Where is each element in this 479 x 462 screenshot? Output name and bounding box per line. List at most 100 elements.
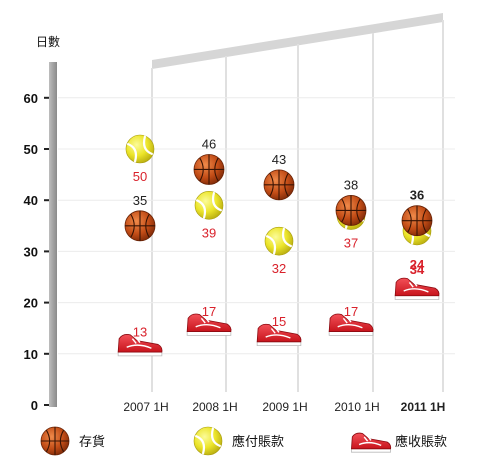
- data-label: 24: [410, 257, 425, 272]
- legend-item: [351, 432, 392, 453]
- y-ticks: 0 10 20 30 40 50 60: [24, 91, 49, 413]
- x-tick-label: 2007 1H: [123, 400, 168, 414]
- basketball-seam: [407, 208, 412, 233]
- basketball-seam: [145, 213, 150, 238]
- sneaker-sole: [186, 331, 232, 336]
- sneaker-laces: [408, 281, 418, 288]
- sneaker-point: [117, 334, 163, 357]
- data-label: 35: [133, 193, 147, 208]
- sneaker-laces: [342, 316, 352, 324]
- basketball-point: [335, 195, 367, 226]
- tennis-ball-point: [125, 134, 155, 164]
- tennis-ball-seam: [142, 135, 153, 155]
- data-label: 36: [410, 188, 424, 203]
- y-axis-bar: [49, 62, 57, 407]
- sneaker-stripe: [195, 323, 221, 329]
- tennis-ball-point: [264, 226, 294, 256]
- sneaker-stripe: [403, 288, 429, 293]
- sneaker-sole: [256, 341, 302, 346]
- sneaker-laces: [200, 316, 210, 324]
- basketball-seam: [199, 157, 204, 182]
- basketball-point: [193, 154, 225, 185]
- tennis-ball-seam: [281, 227, 292, 248]
- basketball-seam: [59, 429, 65, 453]
- sneaker-stripe: [265, 334, 291, 339]
- x-tick-label: 2008 1H: [192, 400, 237, 414]
- sneaker-stripe: [358, 441, 382, 447]
- sneaker-stripe: [126, 344, 152, 349]
- data-label: 17: [202, 304, 216, 319]
- tennis-ball-body: [125, 134, 155, 164]
- legend-label: 存貨: [79, 434, 105, 450]
- sneaker-sole: [351, 448, 391, 453]
- tennis-ball-seam: [127, 143, 138, 163]
- sneaker-laces: [131, 337, 141, 344]
- legend-label: 應收賬款: [395, 434, 447, 450]
- tennis-ball-seam: [195, 435, 206, 455]
- tennis-ball-body: [264, 226, 294, 256]
- basketball-point: [401, 205, 433, 237]
- y-axis: [49, 62, 57, 407]
- x-tick-label: 2011 1H: [401, 400, 446, 414]
- y-tick-label: 40: [24, 193, 38, 208]
- x-tick-label: 2010 1H: [334, 400, 379, 414]
- sneaker-point: [186, 313, 232, 336]
- data-label: 13: [133, 324, 147, 339]
- y-axis-label: 日數: [36, 35, 60, 49]
- sneaker-sole: [394, 295, 440, 300]
- tennis-ball-seam: [210, 427, 221, 447]
- y-tick-label: 60: [24, 91, 38, 106]
- data-label: 34: [410, 262, 425, 277]
- tennis-ball-point: [194, 191, 224, 220]
- x-tick-label: 2009 1H: [262, 400, 307, 414]
- tennis-ball-body: [194, 191, 224, 220]
- data-label: 17: [344, 304, 358, 319]
- basketball-point: [263, 169, 295, 201]
- sneaker-laces: [270, 327, 280, 334]
- basketball-seam: [356, 198, 361, 223]
- y-tick-label: 0: [31, 398, 38, 413]
- data-label: 46: [202, 136, 216, 151]
- y-tick-label: 10: [24, 347, 38, 362]
- sneaker-point: [394, 277, 440, 300]
- data-label: 37: [344, 236, 358, 251]
- sneaker-point: [328, 313, 374, 336]
- sneaker-sole: [117, 351, 163, 357]
- legend-item: [193, 426, 223, 456]
- basketball-seam: [130, 213, 135, 238]
- sneaker-laces: [363, 435, 372, 442]
- legend-item: [40, 426, 70, 456]
- data-label: 32: [272, 261, 286, 276]
- basketball-seam: [284, 172, 289, 197]
- y-tick-label: 50: [24, 142, 38, 157]
- y-tick-label: 20: [24, 296, 38, 311]
- sneaker-upper: [394, 277, 440, 297]
- tennis-ball-seam: [266, 235, 277, 255]
- grid: [58, 13, 455, 392]
- sneaker-sole: [328, 331, 374, 336]
- data-label: 15: [272, 314, 286, 329]
- sneaker-stripe: [337, 323, 363, 329]
- tennis-ball-seam: [196, 199, 207, 219]
- data-marks: 50 39 32 37 34 35 46 43 38 36 13 17 15 17 24: [117, 134, 440, 357]
- tennis-ball-body: [193, 426, 223, 456]
- basketball-seam: [269, 172, 274, 197]
- legend-label: 應付賬款: [232, 434, 284, 450]
- basketball-seam: [422, 208, 427, 233]
- data-label: 38: [344, 177, 358, 192]
- data-label: 50: [133, 169, 147, 184]
- legend: 存貨 應付賬款 應收賬款: [40, 426, 447, 456]
- sneaker-upper: [351, 432, 392, 450]
- data-label: 39: [202, 225, 216, 240]
- top-wall: [152, 13, 443, 69]
- basketball-seam: [341, 198, 346, 223]
- data-label: 43: [272, 152, 286, 167]
- tennis-ball-seam: [211, 191, 222, 212]
- sneaker-point: [256, 323, 302, 346]
- x-ticks: 2007 1H 2008 1H 2009 1H 2010 1H 2011 1H: [123, 400, 445, 414]
- y-tick-label: 30: [24, 244, 38, 259]
- basketball-point: [124, 210, 156, 242]
- basketball-seam: [214, 157, 219, 182]
- basketball-seam: [45, 429, 51, 453]
